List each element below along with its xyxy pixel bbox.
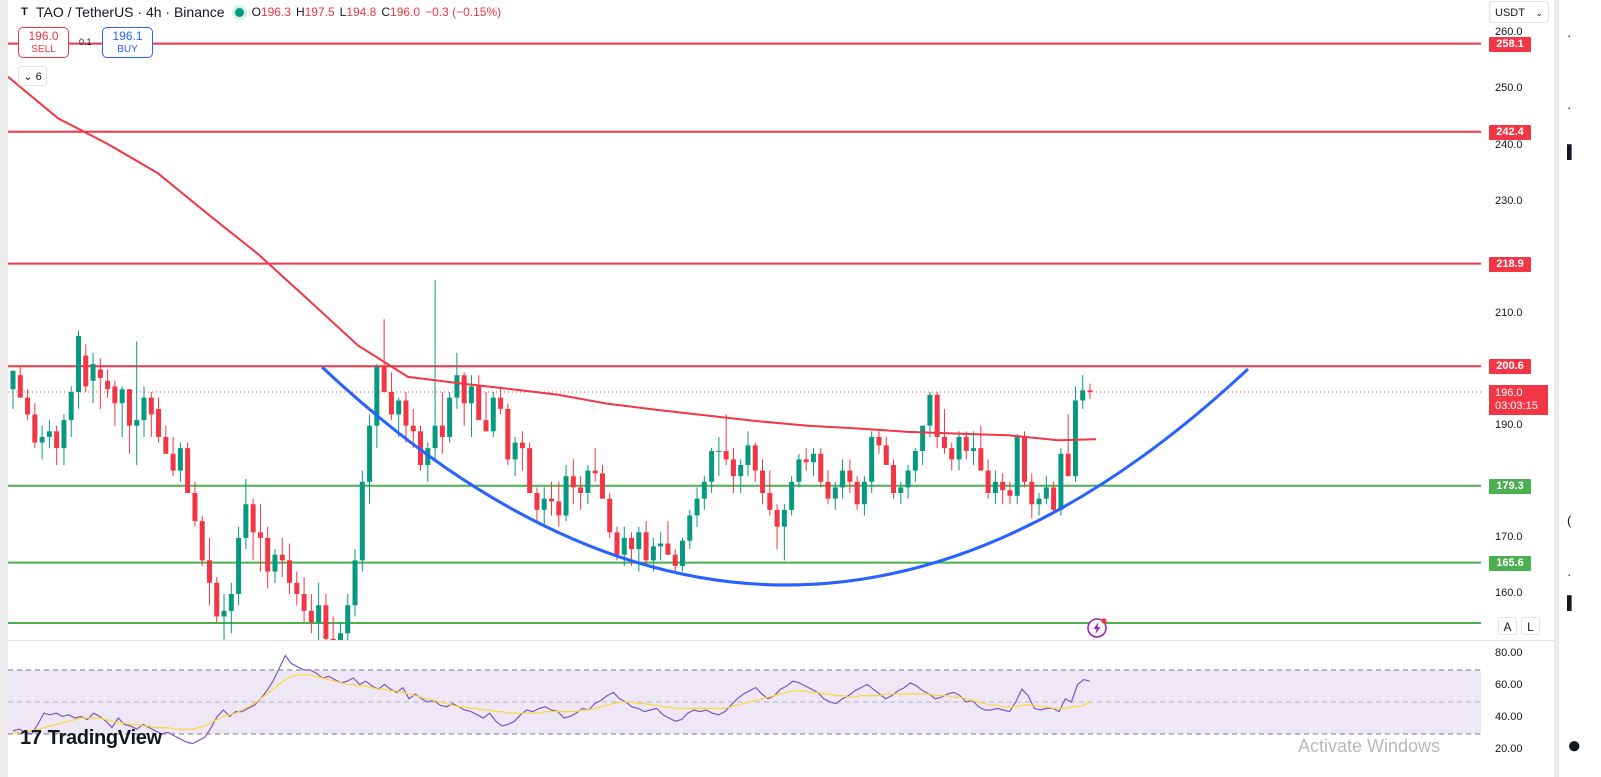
sell-label: SELL — [31, 44, 56, 55]
indicators-toggle-button[interactable]: ⌄ 6 — [18, 66, 47, 86]
windows-activation-watermark: Activate Windows — [1298, 736, 1441, 756]
bar-countdown: 03:03:15 — [1495, 400, 1538, 412]
high-value: 197.5 — [304, 5, 335, 19]
level-price-tag: 179.3 — [1489, 478, 1531, 494]
main-pane — [8, 42, 1481, 640]
left-toolbar-edge — [0, 0, 8, 777]
price-tick-label: 170.0 — [1495, 531, 1523, 543]
sidebar-icon-5[interactable]: · — [1567, 567, 1572, 582]
price-chart-canvas[interactable] — [8, 0, 1554, 777]
price-tick-label: 260.0 — [1495, 26, 1523, 38]
tradingview-wordmark: TradingView — [47, 727, 162, 749]
price-tick-label: 250.0 — [1495, 82, 1523, 94]
level-price-tag: 218.9 — [1489, 256, 1531, 272]
moving-average-line — [8, 76, 1097, 442]
low-value: 194.8 — [346, 5, 377, 19]
open-value: 196.3 — [260, 5, 291, 19]
rsi-tick-label: 80.00 — [1495, 647, 1523, 659]
rsi-tick-label: 60.00 — [1495, 679, 1523, 691]
tradingview-mark-icon: 17 — [20, 727, 42, 749]
rounded-bottom-curve — [320, 365, 1250, 587]
market-status-icon[interactable] — [234, 7, 244, 17]
tao-logo-icon: T — [21, 6, 28, 18]
tradingview-logo[interactable]: 17 TradingView — [20, 727, 162, 750]
right-sidebar: · · ▌ ( · ▌ ● — [1554, 0, 1601, 777]
current-price: 196.0 — [1495, 387, 1523, 399]
ohlc-close: C196.0 — [381, 5, 421, 19]
sidebar-icon-4[interactable]: ( — [1567, 513, 1572, 528]
buy-label: BUY — [117, 44, 138, 55]
rsi-line — [12, 654, 1091, 745]
sidebar-icon-6[interactable]: ▌ — [1567, 595, 1577, 610]
level-price-tag: 242.4 — [1489, 124, 1531, 140]
sidebar-icon-7[interactable]: ● — [1567, 732, 1582, 759]
ohlc-low: L194.8 — [339, 5, 377, 19]
price-tick-label: 190.0 — [1495, 419, 1523, 431]
currency-label: USDT — [1495, 7, 1525, 19]
price-tick-label: 210.0 — [1495, 307, 1523, 319]
symbol-legend: T TAO / TetherUS · 4h · Binance O196.3 H… — [18, 3, 501, 21]
price-tick-label: 240.0 — [1495, 139, 1523, 151]
sidebar-icon-3[interactable]: ▌ — [1567, 144, 1577, 159]
auto-scale-button[interactable]: A — [1498, 617, 1517, 635]
rsi-tick-label: 20.00 — [1495, 743, 1523, 755]
indicators-count: 6 — [35, 71, 42, 83]
pane-separator[interactable] — [8, 640, 1554, 641]
close-value: 196.0 — [390, 5, 421, 19]
sell-button[interactable]: 196.0 SELL — [18, 27, 69, 58]
sell-price: 196.0 — [28, 29, 59, 43]
currency-select[interactable]: USDT ⌄ — [1489, 1, 1549, 23]
spread-value: 0.1 — [79, 37, 92, 47]
level-price-tag: 258.1 — [1489, 36, 1531, 52]
level-price-tag: 165.6 — [1489, 555, 1531, 571]
price-tick-label: 160.0 — [1495, 587, 1523, 599]
price-tick-label: 230.0 — [1495, 195, 1523, 207]
current-price-tag: 196.0 03:03:15 — [1489, 385, 1548, 415]
price-change: −0.3 (−0.15%) — [425, 5, 502, 19]
chevron-down-icon: ⌄ — [1535, 8, 1543, 18]
log-scale-button[interactable]: L — [1521, 617, 1540, 635]
lightning-alert-icon[interactable] — [1086, 617, 1108, 639]
rsi-tick-label: 40.00 — [1495, 711, 1523, 723]
ohlc-open: O196.3 — [251, 5, 291, 19]
buy-price: 196.1 — [112, 29, 143, 43]
sidebar-icon-1[interactable]: · — [1567, 28, 1572, 43]
symbol-title[interactable]: TAO / TetherUS · 4h · Binance — [36, 4, 225, 20]
sidebar-icon-2[interactable]: · — [1567, 100, 1572, 115]
level-price-tag: 200.6 — [1489, 359, 1531, 375]
rsi-ma-line — [13, 674, 1091, 733]
ohlc-high: H197.5 — [295, 5, 335, 19]
buy-button[interactable]: 196.1 BUY — [102, 27, 153, 58]
chevron-down-icon: ⌄ — [23, 71, 33, 83]
